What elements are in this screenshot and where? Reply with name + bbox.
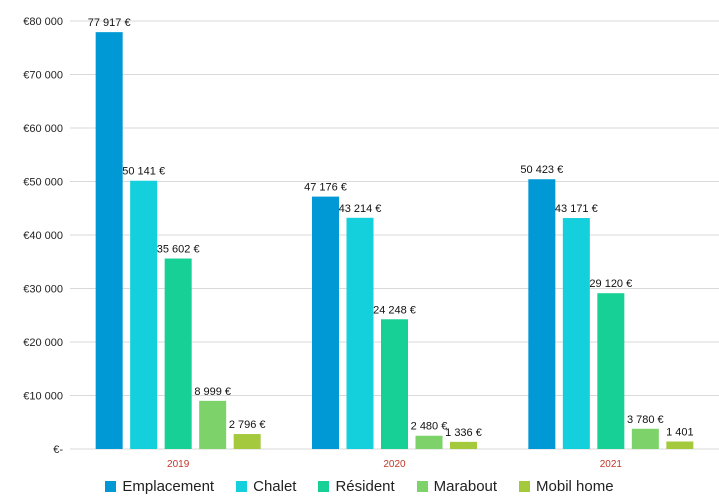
legend-item: Mobil home — [519, 478, 614, 495]
bar — [562, 218, 590, 449]
bar — [666, 441, 694, 449]
data-label: 43 214 € — [339, 203, 382, 215]
bar — [450, 441, 477, 449]
legend-swatch — [318, 480, 330, 492]
legend: Emplacement Chalet Résident Marabout Mobil h… — [0, 476, 719, 496]
y-tick-label: €30 000 — [23, 284, 63, 296]
data-label: 50 423 € — [520, 164, 563, 176]
legend-label: Chalet — [253, 477, 297, 495]
legend-swatch — [236, 480, 248, 492]
data-label: 2 796 € — [229, 419, 266, 431]
data-label: 77 917 € — [88, 17, 131, 29]
bar — [528, 179, 556, 450]
y-tick-label: €70 000 — [23, 70, 63, 82]
y-tick-label: €40 000 — [23, 230, 63, 242]
y-tick-label: €80 000 — [23, 16, 63, 28]
x-tick-label: 2020 — [383, 459, 406, 470]
legend-swatch — [519, 480, 531, 492]
legend-item: Emplacement — [105, 478, 214, 495]
data-label: 3 780 € — [627, 414, 664, 426]
bar — [597, 293, 625, 449]
y-tick-label: €- — [53, 444, 63, 456]
bar — [199, 400, 227, 449]
legend-item: Chalet — [236, 478, 296, 495]
data-label: 43 171 € — [555, 203, 598, 215]
data-label: 35 602 € — [157, 244, 200, 256]
bar — [312, 196, 339, 449]
bar — [130, 180, 158, 449]
legend-label: Marabout — [433, 477, 498, 495]
bar — [346, 217, 374, 449]
legend-label: Résident — [335, 477, 395, 495]
data-label: 8 999 € — [194, 386, 231, 398]
data-label: 24 248 € — [373, 304, 416, 316]
bar — [233, 434, 261, 449]
data-label: 47 176 € — [304, 182, 347, 194]
bar — [95, 32, 123, 450]
legend-swatch — [416, 480, 428, 492]
x-tick-label: 2019 — [167, 459, 190, 470]
legend-item: Marabout — [416, 477, 498, 495]
bar — [631, 428, 659, 449]
legend-label: Mobil home — [536, 477, 614, 495]
y-tick-label: €20 000 — [23, 337, 63, 349]
legend-item: Résident — [318, 477, 395, 495]
legend-swatch — [105, 480, 117, 492]
data-label: 1 401 — [666, 427, 694, 439]
data-label: 50 141 € — [122, 166, 165, 178]
data-label: 2 480 € — [411, 421, 448, 433]
bar — [381, 319, 408, 449]
bar — [415, 435, 443, 449]
bar — [164, 258, 192, 449]
data-label: 29 120 € — [589, 278, 632, 290]
x-tick-label: 2021 — [600, 459, 623, 470]
data-label: 1 336 € — [445, 427, 482, 439]
y-tick-label: €50 000 — [23, 177, 63, 189]
y-tick-label: €60 000 — [23, 123, 63, 135]
bar-chart-plot: €- €10 000 €20 000 €30 000 €40 000 €50 000 €60… — [23, 16, 719, 470]
y-tick-label: €10 000 — [23, 391, 63, 403]
legend-label: Emplacement — [122, 477, 215, 495]
